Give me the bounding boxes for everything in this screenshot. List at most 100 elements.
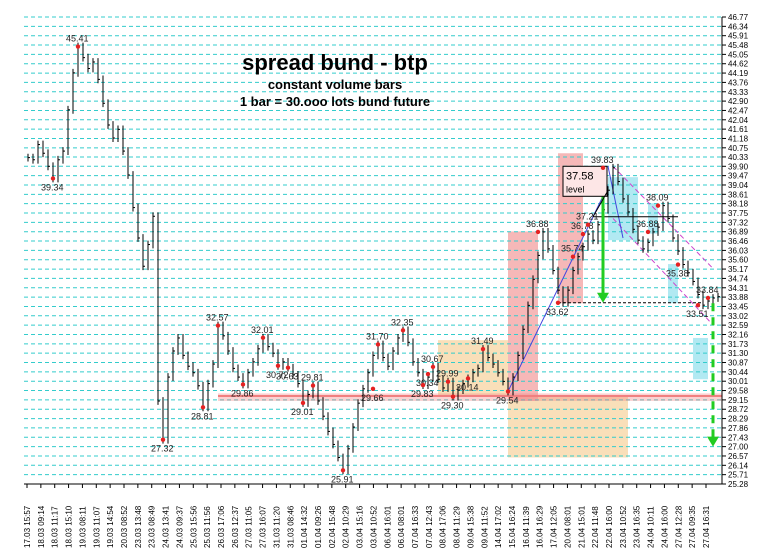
data-label: 29.66 <box>361 393 384 403</box>
pivot-marker <box>425 371 431 377</box>
y-tick-label: 39.04 <box>728 181 749 190</box>
x-tick-label: 16.04 16:29 <box>536 505 545 548</box>
pivot-marker <box>275 363 281 368</box>
y-tick-label: 32.59 <box>728 321 749 330</box>
pivot-marker <box>600 165 606 171</box>
y-tick-label: 45.91 <box>728 32 749 41</box>
y-tick-label: 38.61 <box>728 190 749 199</box>
x-tick-label: 20.04 08:01 <box>563 505 572 548</box>
y-tick-label: 34.74 <box>728 274 749 283</box>
y-tick-label: 46.77 <box>728 13 749 22</box>
pivot-marker <box>200 405 206 410</box>
pivot-marker <box>705 295 711 301</box>
y-tick-label: 35.60 <box>728 256 749 265</box>
x-tick-label: 25.03 15:56 <box>189 505 198 548</box>
y-tick-label: 32.16 <box>728 330 749 339</box>
data-label: 33.62 <box>546 307 569 317</box>
x-tick-label: 16.04 11:39 <box>522 506 531 548</box>
data-label: 37.21 <box>576 212 599 222</box>
pivot-marker <box>285 365 291 370</box>
x-tick-label: 02.04 15:48 <box>328 505 337 548</box>
x-tick-label: 24.04 10:11 <box>647 506 656 548</box>
x-tick-label: 06.04 08:01 <box>397 505 406 548</box>
x-tick-label: 02.04 10:29 <box>342 505 351 548</box>
y-tick-label: 27.43 <box>728 433 749 442</box>
y-tick-label: 41.61 <box>728 125 749 134</box>
data-label: 45.41 <box>66 34 89 44</box>
data-label: 33.51 <box>686 309 709 319</box>
zone-decline <box>668 264 678 304</box>
pivot-marker <box>675 262 681 267</box>
x-tick-label: 18.03 11:17 <box>51 506 60 548</box>
data-label: 25.91 <box>331 474 354 484</box>
pivot-marker <box>75 44 81 49</box>
x-tick-label: 06.04 16:01 <box>383 505 392 548</box>
pivot-marker <box>370 386 376 392</box>
data-label: 29.30 <box>441 401 464 411</box>
support-band <box>218 393 722 401</box>
data-label: 36.88 <box>526 219 549 229</box>
x-tick-label: 03.04 10:52 <box>369 505 378 548</box>
y-tick-label: 44.19 <box>728 69 749 78</box>
pivot-marker <box>215 323 221 328</box>
pivot-marker <box>655 203 661 208</box>
y-tick-label: 36.89 <box>728 228 749 237</box>
data-label: 29.99 <box>436 369 459 379</box>
pivot-marker <box>480 346 486 352</box>
x-tick-label: 19.03 11:07 <box>92 506 101 548</box>
data-label: 36.88 <box>636 219 659 229</box>
trendline-upper <box>607 166 624 239</box>
y-tick-label: 29.15 <box>728 396 749 405</box>
data-label: 39.83 <box>591 155 614 165</box>
y-tick-label: 28.29 <box>728 415 749 424</box>
data-label: 36.78 <box>571 221 594 231</box>
y-tick-label: 27.86 <box>728 424 749 433</box>
pivot-marker <box>375 342 381 347</box>
x-tick-label: 08.04 17:06 <box>439 505 448 548</box>
y-tick-label: 40.75 <box>728 144 749 153</box>
pivot-marker <box>585 222 591 227</box>
y-tick-label: 26.57 <box>728 452 749 461</box>
zone-lower-target <box>508 396 628 458</box>
data-label: 32.35 <box>391 317 414 327</box>
data-label: 27.32 <box>151 444 174 454</box>
y-tick-label: 43.33 <box>728 88 749 97</box>
y-tick-label: 31.73 <box>728 340 749 349</box>
pivot-marker <box>570 254 576 259</box>
x-tick-label: 08.04 11:29 <box>453 506 462 548</box>
x-tick-label: 22.04 16:00 <box>605 505 614 548</box>
data-label: 30.63 <box>276 372 299 382</box>
y-tick-label: 33.88 <box>728 293 749 302</box>
x-tick-label: 20.03 08:52 <box>120 505 129 548</box>
pivot-marker <box>450 394 456 399</box>
x-tick-label: 17.04 12:05 <box>550 505 559 548</box>
data-label: 35.74 <box>561 244 584 254</box>
y-axis: 46.7746.3445.9145.4845.0544.6244.1943.76… <box>721 13 749 489</box>
y-tick-label: 40.33 <box>728 153 749 162</box>
y-tick-label: 34.31 <box>728 284 749 293</box>
x-tick-label: 22.04 11:48 <box>591 506 600 548</box>
y-tick-label: 45.48 <box>728 41 749 50</box>
price-series <box>27 42 720 475</box>
data-label: 32.57 <box>206 313 229 323</box>
x-tick-label: 26.03 12:37 <box>231 505 240 548</box>
y-tick-label: 26.14 <box>728 461 749 470</box>
data-label: 39.34 <box>41 182 64 192</box>
pivot-marker <box>400 328 406 333</box>
pivot-marker <box>300 400 306 406</box>
data-label: 35.38 <box>666 269 689 279</box>
x-tick-label: 24.03 09:37 <box>175 505 184 548</box>
x-tick-label: 23.04 16:35 <box>633 505 642 548</box>
data-label: 29.01 <box>291 407 314 417</box>
x-tick-label: 18.03 09:14 <box>37 505 46 548</box>
arrow-projection-head <box>707 436 719 447</box>
y-tick-label: 27.00 <box>728 443 749 452</box>
x-tick-label: 07.04 12:43 <box>425 505 434 548</box>
pivot-marker <box>310 383 316 388</box>
data-label: 30.14 <box>456 382 479 392</box>
pivot-marker <box>340 468 346 473</box>
data-label: 30.34 <box>416 378 439 388</box>
y-tick-label: 42.90 <box>728 97 749 106</box>
level-annotation-pointer <box>592 192 608 217</box>
